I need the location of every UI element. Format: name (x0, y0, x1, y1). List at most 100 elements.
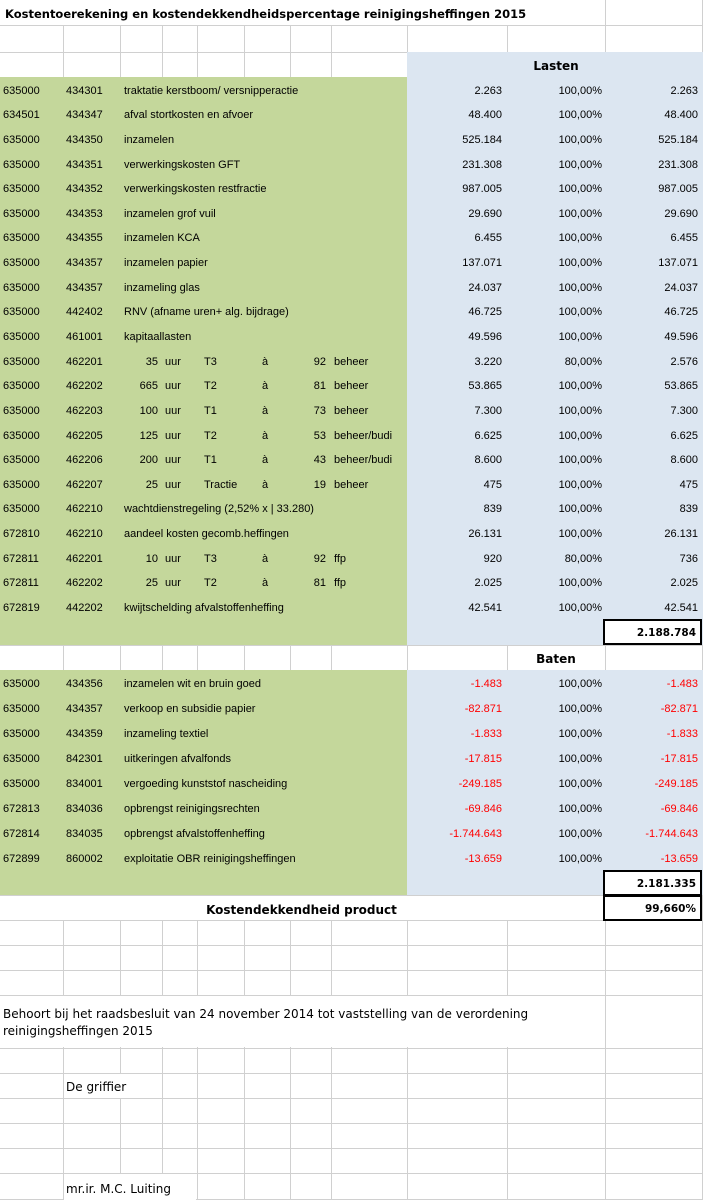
amount: 8.600 (474, 454, 502, 467)
ledger-code: 635000 (3, 330, 40, 343)
cost-code: 842301 (66, 753, 103, 765)
description: uitkeringen afvalfonds (124, 753, 232, 765)
ledger-code: 635000 (3, 478, 40, 491)
percentage: 100,00% (558, 728, 602, 740)
description: RNV (afname uren+ alg. bijdrage) (124, 306, 289, 319)
amount: -13.659 (464, 853, 502, 865)
result: -1.744.643 (645, 828, 698, 840)
cost-code: 434352 (66, 183, 103, 196)
baten-header: Baten (536, 652, 576, 666)
cost-code: 462201 (66, 552, 103, 565)
cost-code: 462210 (66, 528, 103, 541)
amount: 137.071 (462, 257, 502, 270)
at-sign: à (262, 355, 269, 368)
cost-code: 462207 (66, 478, 103, 491)
rate: 81 (313, 380, 326, 393)
percentage: 100,00% (558, 109, 602, 122)
tariff: T1 (204, 404, 217, 417)
description: verkoop en subsidie papier (124, 703, 256, 715)
hours: 25 (145, 577, 158, 590)
percentage: 100,00% (558, 404, 602, 417)
lasten-values-fill (407, 52, 703, 645)
hours-unit: uur (165, 454, 181, 467)
griffier-name: mr.ir. M.C. Luiting (64, 1174, 196, 1200)
result: 8.600 (670, 454, 698, 467)
description: verwerkingskosten restfractie (124, 183, 267, 196)
description: ffp (334, 577, 347, 590)
tariff: T2 (204, 380, 217, 393)
cost-code: 834036 (66, 803, 103, 815)
cost-code: 434347 (66, 109, 103, 122)
amount: 2.025 (474, 577, 502, 590)
result: 6.625 (670, 429, 698, 442)
description: inzamelen papier (124, 257, 208, 270)
at-sign: à (262, 577, 269, 590)
description: inzameling glas (124, 281, 200, 294)
result: 49.596 (664, 330, 698, 343)
cost-code: 462205 (66, 429, 103, 442)
at-sign: à (262, 454, 269, 467)
ledger-code: 635000 (3, 404, 40, 417)
amount: 6.625 (474, 429, 502, 442)
cost-code: 462210 (66, 503, 103, 516)
hours: 35 (145, 355, 158, 368)
rate: 19 (313, 478, 326, 491)
cost-code: 834035 (66, 828, 103, 840)
percentage: 100,00% (558, 503, 602, 516)
lasten-total: 2.188.784 (603, 619, 702, 645)
result: -249.185 (654, 778, 698, 790)
percentage: 100,00% (558, 330, 602, 343)
percentage: 100,00% (558, 528, 602, 541)
hours-unit: uur (165, 380, 181, 393)
percentage: 100,00% (558, 306, 602, 319)
hours-unit: uur (165, 552, 181, 565)
amount: 2.263 (474, 84, 502, 97)
cost-code: 462206 (66, 454, 103, 467)
ledger-code: 635000 (3, 429, 40, 442)
ledger-code: 635000 (3, 728, 40, 740)
amount: -1.833 (470, 728, 502, 740)
result: 6.455 (670, 232, 698, 245)
cost-code: 434301 (66, 84, 103, 97)
result: 53.865 (664, 380, 698, 393)
at-sign: à (262, 552, 269, 565)
percentage: 100,00% (558, 601, 602, 614)
ledger-code: 672899 (3, 853, 40, 865)
result: 42.541 (664, 601, 698, 614)
amount: 839 (483, 503, 502, 516)
ledger-code: 635000 (3, 133, 40, 146)
amount: 3.220 (474, 355, 502, 368)
ledger-code: 635000 (3, 678, 40, 690)
cost-code: 442402 (66, 306, 103, 319)
percentage: 100,00% (558, 478, 602, 491)
ledger-code: 635000 (3, 778, 40, 790)
ledger-code: 635000 (3, 753, 40, 765)
cost-code: 461001 (66, 330, 103, 343)
result: 26.131 (664, 528, 698, 541)
amount: 231.308 (462, 158, 502, 171)
cost-code: 442202 (66, 601, 103, 614)
cost-code: 434359 (66, 728, 103, 740)
percentage: 100,00% (558, 778, 602, 790)
hours-unit: uur (165, 577, 181, 590)
rate: 73 (313, 404, 326, 417)
result: 2.576 (670, 355, 698, 368)
tariff: T1 (204, 454, 217, 467)
ledger-code: 672810 (3, 528, 40, 541)
hours-unit: uur (165, 478, 181, 491)
description: verwerkingskosten GFT (124, 158, 241, 171)
result: 24.037 (664, 281, 698, 294)
hours-unit: uur (165, 429, 181, 442)
ledger-code: 635000 (3, 281, 40, 294)
griffier-label: De griffier (64, 1074, 161, 1098)
amount: 42.541 (468, 601, 502, 614)
percentage: 100,00% (558, 429, 602, 442)
tariff: Tractie (204, 478, 238, 491)
ledger-code: 635000 (3, 158, 40, 171)
rate: 92 (313, 552, 326, 565)
percentage: 100,00% (558, 703, 602, 715)
amount: 525.184 (462, 133, 502, 146)
description: ffp (334, 552, 347, 565)
amount: 49.596 (468, 330, 502, 343)
description: vergoeding kunststof nascheiding (124, 778, 288, 790)
